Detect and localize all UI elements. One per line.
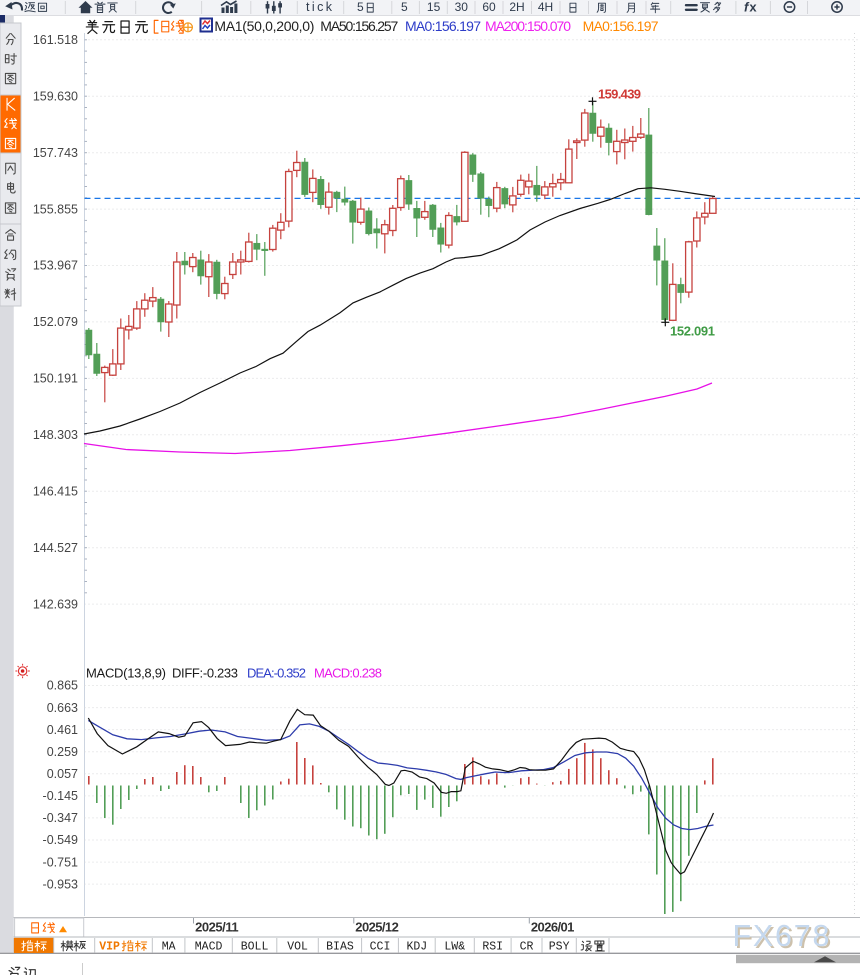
svg-text:CCI: CCI: [370, 941, 391, 954]
svg-text:161.518: 161.518: [33, 33, 78, 47]
svg-text:2025/11: 2025/11: [195, 920, 239, 935]
svg-text:0.259: 0.259: [47, 745, 78, 759]
svg-text:2026/01: 2026/01: [531, 920, 575, 935]
svg-text:fx: fx: [744, 0, 757, 15]
svg-text:CR: CR: [520, 941, 534, 954]
svg-text:BIAS: BIAS: [326, 941, 354, 954]
svg-text:152.079: 152.079: [33, 315, 78, 329]
svg-text:MA50:156.257: MA50:156.257: [320, 18, 398, 34]
svg-text:30: 30: [455, 0, 469, 14]
svg-text:152.091: 152.091: [670, 324, 715, 339]
svg-text:142.639: 142.639: [33, 597, 78, 611]
svg-text:0.663: 0.663: [47, 701, 78, 715]
svg-text:-0.347: -0.347: [43, 811, 78, 825]
svg-text:MA0:156.197: MA0:156.197: [583, 18, 659, 34]
svg-text:2025/12: 2025/12: [355, 920, 399, 935]
svg-text:KDJ: KDJ: [406, 941, 427, 954]
svg-text:0.461: 0.461: [47, 723, 78, 737]
svg-text:MA200:150.070: MA200:150.070: [485, 18, 571, 34]
svg-text:-0.549: -0.549: [43, 833, 78, 847]
svg-text:150.191: 150.191: [33, 372, 78, 386]
svg-text:15: 15: [427, 0, 441, 14]
svg-text:4H: 4H: [538, 0, 553, 14]
svg-text:159.630: 159.630: [33, 89, 78, 103]
svg-text:157.743: 157.743: [33, 146, 78, 160]
svg-text:BOLL: BOLL: [241, 941, 269, 954]
svg-text:153.967: 153.967: [33, 259, 78, 273]
svg-text:-0.751: -0.751: [43, 855, 78, 869]
svg-text:MA0:156.197: MA0:156.197: [405, 18, 481, 34]
svg-text:MACD:0.238: MACD:0.238: [314, 666, 382, 681]
svg-text:FX678: FX678: [733, 919, 830, 953]
svg-text:MA: MA: [162, 941, 176, 954]
svg-text:RSI: RSI: [482, 941, 503, 954]
svg-text:LW&: LW&: [444, 941, 465, 954]
svg-text:-0.953: -0.953: [43, 877, 78, 891]
svg-text:VIP: VIP: [99, 941, 120, 954]
svg-text:PSY: PSY: [549, 941, 570, 954]
svg-text:146.415: 146.415: [33, 484, 78, 498]
svg-text:DEA:-0.352: DEA:-0.352: [247, 666, 306, 681]
svg-text:159.439: 159.439: [598, 87, 641, 102]
svg-text:5: 5: [401, 0, 408, 14]
svg-text:MACD: MACD: [195, 941, 223, 954]
svg-text:MACD(13,8,9): MACD(13,8,9): [86, 666, 166, 681]
svg-text:-0.145: -0.145: [43, 789, 78, 803]
svg-text:155.855: 155.855: [33, 202, 78, 216]
svg-text:0.057: 0.057: [47, 767, 78, 781]
svg-text:5: 5: [357, 0, 364, 14]
svg-text:2H: 2H: [509, 0, 524, 14]
svg-text:60: 60: [482, 0, 496, 14]
svg-text:VOL: VOL: [287, 941, 308, 954]
svg-text:148.303: 148.303: [33, 428, 78, 442]
svg-text:144.527: 144.527: [33, 541, 78, 555]
svg-text:DIFF:-0.233: DIFF:-0.233: [172, 666, 238, 681]
svg-text:0.865: 0.865: [47, 679, 78, 693]
svg-text:MA1(50,0,200,0): MA1(50,0,200,0): [214, 18, 314, 34]
